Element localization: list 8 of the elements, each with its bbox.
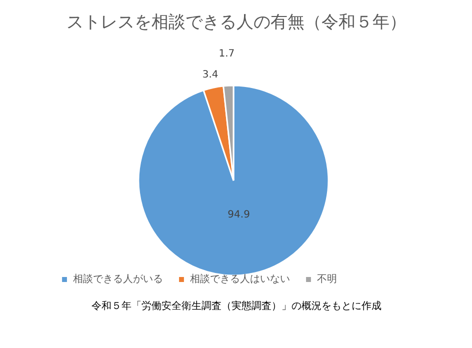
legend-label: 相談できる人はいない [190,272,290,286]
data-label: 3.4 [202,70,218,81]
data-label: 94.9 [228,209,250,220]
text: 令和５年「労働安全衛生調査（実態調査）」の概況をもとに作成 [92,300,382,312]
data-label: 1.7 [218,48,235,60]
legend-label: 不明 [317,273,337,286]
legend-label: 相談できる人がいる [73,272,163,286]
chart-title: ストレスを相談できる人の有無（令和５年） [66,12,406,32]
